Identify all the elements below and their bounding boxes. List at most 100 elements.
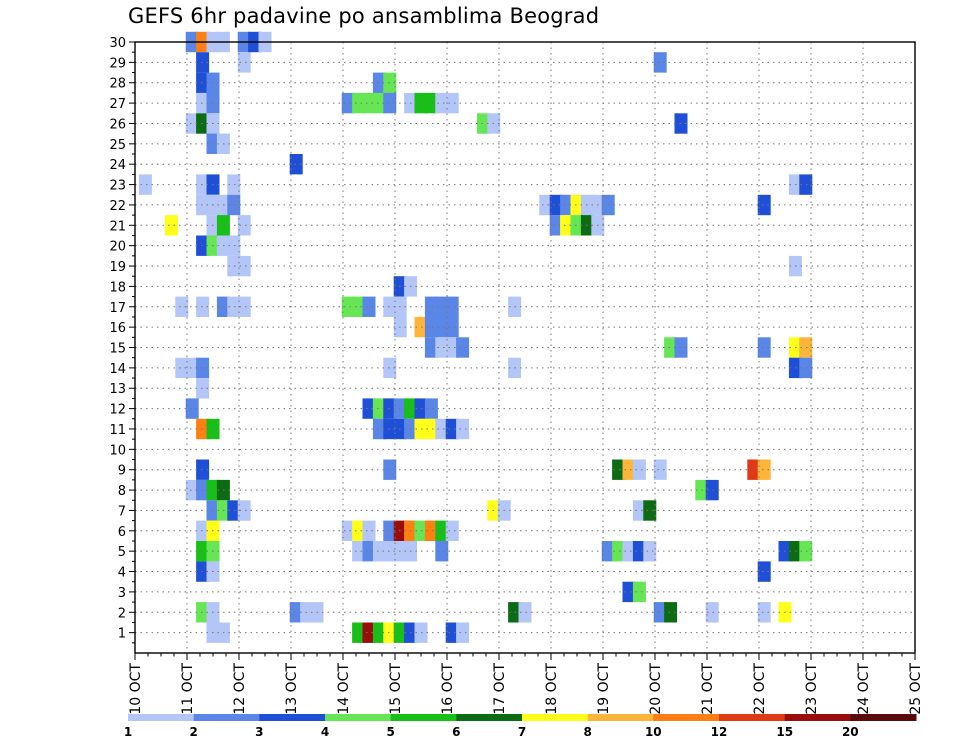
colorbar-swatch (522, 714, 589, 721)
y-tick-label: 10 (109, 443, 126, 458)
heatmap-cell (164, 215, 178, 236)
y-tick-label: 17 (109, 301, 126, 316)
heatmap-cell (445, 418, 459, 440)
heatmap-cell (705, 479, 719, 501)
x-tick-label: 22 OCT (752, 663, 768, 715)
heatmap-cell (664, 337, 678, 358)
y-tick-label: 29 (109, 56, 126, 71)
heatmap-cell (383, 296, 397, 317)
x-tick-label: 13 OCT (284, 663, 300, 715)
heatmap-cell (424, 337, 438, 358)
colorbar-label: 12 (711, 725, 728, 739)
heatmap-cell (653, 459, 667, 480)
x-tick-label: 11 OCT (180, 663, 196, 715)
heatmap-cell (570, 194, 584, 216)
heatmap-cell (372, 622, 386, 643)
heatmap-cell (237, 500, 251, 521)
heatmap-cell (362, 622, 376, 643)
heatmap-cell (424, 418, 438, 440)
heatmap-cell (622, 581, 636, 603)
x-tick-label: 10 OCT (128, 663, 144, 715)
heatmap-cell (612, 541, 626, 562)
heatmap-cell (560, 215, 574, 236)
y-axis: 1234567891011121314151617181920212223242… (109, 36, 135, 644)
y-tick-label: 11 (109, 423, 126, 438)
colorbar-swatch (784, 714, 851, 721)
heatmap-cell (445, 92, 459, 114)
heatmap-cell (196, 113, 210, 134)
x-tick-label: 16 OCT (440, 663, 456, 715)
heatmap-cell (196, 235, 210, 256)
x-tick-label: 23 OCT (804, 663, 820, 715)
x-tick-label: 15 OCT (388, 663, 404, 715)
heatmap-cell (632, 459, 646, 480)
heatmap-cell (757, 337, 771, 358)
colorbar-swatch (390, 714, 457, 721)
heatmap-cell (362, 92, 376, 114)
heatmap-cell (445, 296, 459, 317)
heatmap-cell (185, 113, 199, 134)
grid-lines (135, 41, 915, 653)
heatmap-cell (435, 316, 449, 338)
y-tick-label: 5 (118, 545, 126, 560)
heatmap-cell (372, 398, 386, 419)
y-tick-label: 9 (118, 464, 126, 479)
heatmap-cell (435, 541, 449, 562)
heatmap-cell (632, 500, 646, 521)
colorbar-label: 20 (842, 725, 859, 739)
heatmap-cell (196, 541, 210, 562)
heatmap-cell (237, 296, 251, 317)
x-tick-label: 20 OCT (648, 663, 664, 715)
heatmap-cell (456, 418, 470, 440)
heatmap-cell (362, 520, 376, 541)
heatmap-cell (476, 113, 490, 134)
heatmap-cell (227, 194, 241, 216)
colorbar-label: 4 (321, 725, 329, 739)
heatmap-cell (383, 398, 397, 419)
heatmap-cell (747, 459, 761, 480)
heatmap-cell (612, 459, 626, 480)
colorbar-label: 6 (452, 725, 460, 739)
heatmap-cell (185, 479, 199, 501)
y-tick-label: 22 (109, 199, 126, 214)
heatmap-cell (435, 337, 449, 358)
heatmap-cell (435, 92, 449, 114)
heatmap-cell (570, 215, 584, 236)
heatmap-cell (227, 500, 241, 521)
heatmap-cell (372, 92, 386, 114)
heatmap-cell (445, 337, 459, 358)
heatmap-cell (424, 398, 438, 419)
heatmap-cell (424, 296, 438, 317)
heatmap-cell (799, 174, 813, 195)
heatmap-cell (456, 622, 470, 643)
heatmap-cell (435, 520, 449, 541)
heatmap-cell (549, 215, 563, 236)
colorbar-swatch (193, 714, 260, 721)
heatmap-cell (632, 541, 646, 562)
heatmap-cell (237, 215, 251, 236)
heatmap-cell (664, 602, 678, 623)
heatmap-cell (289, 154, 303, 175)
x-tick-label: 25 OCT (908, 663, 924, 715)
x-axis: 10 OCT 11 OCT 12 OCT 13 OCT 14 OCT 15 OCT 16 O… (128, 653, 924, 715)
heatmap-cell (196, 459, 210, 480)
y-tick-label: 26 (109, 117, 126, 132)
y-tick-label: 21 (109, 219, 126, 234)
heatmap-cell (196, 479, 210, 501)
colorbar-swatch (259, 714, 326, 721)
heatmap-cell (352, 92, 366, 114)
heatmap-cell (237, 52, 251, 73)
heatmap-cell (227, 296, 241, 317)
colorbar-swatch (456, 714, 523, 721)
colorbar: 1 2 3 4 5 6 7 8 10 12 15 20 (124, 714, 917, 739)
heatmap-cell (383, 520, 397, 541)
heatmap-cell (372, 541, 386, 562)
heatmap-cell (196, 92, 210, 114)
heatmap-cell (424, 520, 438, 541)
heatmap-cell (757, 459, 771, 480)
heatmap-cell (196, 194, 210, 216)
colorbar-label: 2 (190, 725, 198, 739)
heatmap-cell (622, 459, 636, 480)
heatmap-cell (383, 541, 397, 562)
